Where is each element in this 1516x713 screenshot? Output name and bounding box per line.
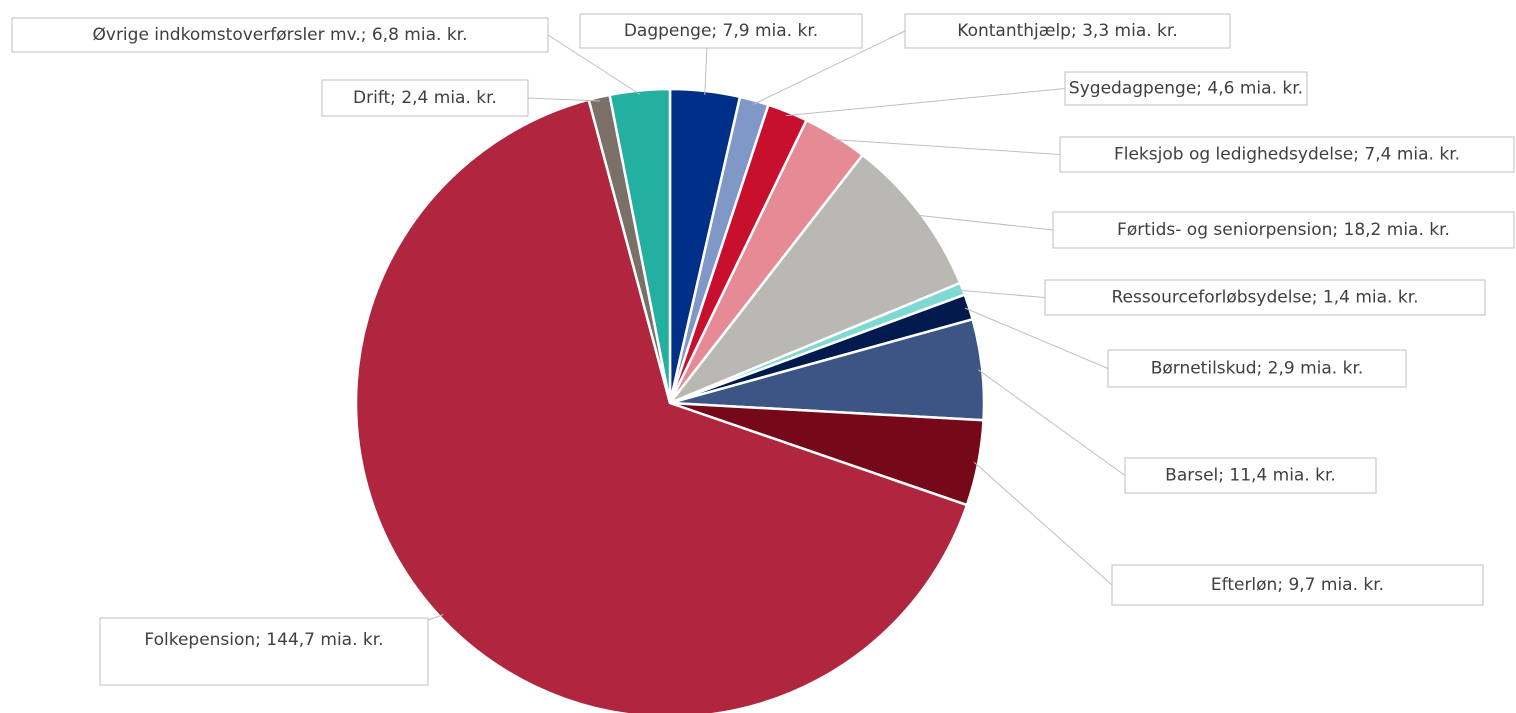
leader-line (427, 614, 444, 621)
data-labels: Dagpenge; 7,9 mia. kr. Kontanthjælp; 3,3 … (11, 13, 1515, 686)
data-label: Barsel; 11,4 mia. kr. (1165, 466, 1336, 486)
label-box (321, 79, 529, 117)
label-box (1059, 136, 1515, 173)
leader-line (753, 30, 906, 105)
leader-line (973, 462, 1113, 586)
leader-line (916, 214, 1054, 231)
label-box (1111, 564, 1484, 606)
data-label: Efterløn; 9,7 mia. kr. (1211, 575, 1384, 595)
leader-line (527, 97, 601, 102)
pie-slice (354, 98, 969, 713)
data-label: Folkepension; 144,7 mia. kr. (144, 630, 383, 650)
data-label: Øvrige indkomstoverførsler mv.; 6,8 mia.… (93, 25, 468, 45)
leader-line (964, 307, 1109, 369)
leader-line (833, 139, 1061, 155)
data-label: Kontanthjælp; 3,3 mia. kr. (957, 21, 1177, 41)
data-label: Dagpenge; 7,9 mia. kr. (624, 21, 818, 41)
pie (354, 87, 986, 713)
leader-line (547, 34, 641, 95)
pie-slice (666, 153, 962, 406)
leader-line (958, 289, 1046, 298)
label-box (1044, 279, 1486, 316)
data-label: Børnetilskud; 2,9 mia. kr. (1151, 359, 1364, 379)
data-label: Sygedagpenge; 4,6 mia. kr. (1069, 79, 1303, 99)
label-box (99, 617, 429, 686)
data-label: Førtids- og seniorpension; 18,2 mia. kr. (1117, 220, 1450, 240)
data-label: Fleksjob og ledighedsydelse; 7,4 mia. kr… (1114, 145, 1460, 165)
leader-line (977, 369, 1126, 476)
data-label: Drift; 2,4 mia. kr. (353, 88, 497, 108)
data-label: Ressourceforløbsydelse; 1,4 mia. kr. (1111, 288, 1418, 308)
label-box (1052, 211, 1515, 249)
label-box (1107, 349, 1407, 388)
pie-slice (608, 87, 672, 404)
leader-line (704, 47, 708, 95)
label-box (11, 17, 549, 53)
label-box (579, 13, 863, 49)
label-box (1124, 457, 1377, 494)
label-box (1064, 71, 1308, 106)
label-box (904, 13, 1231, 49)
leader-line (786, 88, 1066, 117)
